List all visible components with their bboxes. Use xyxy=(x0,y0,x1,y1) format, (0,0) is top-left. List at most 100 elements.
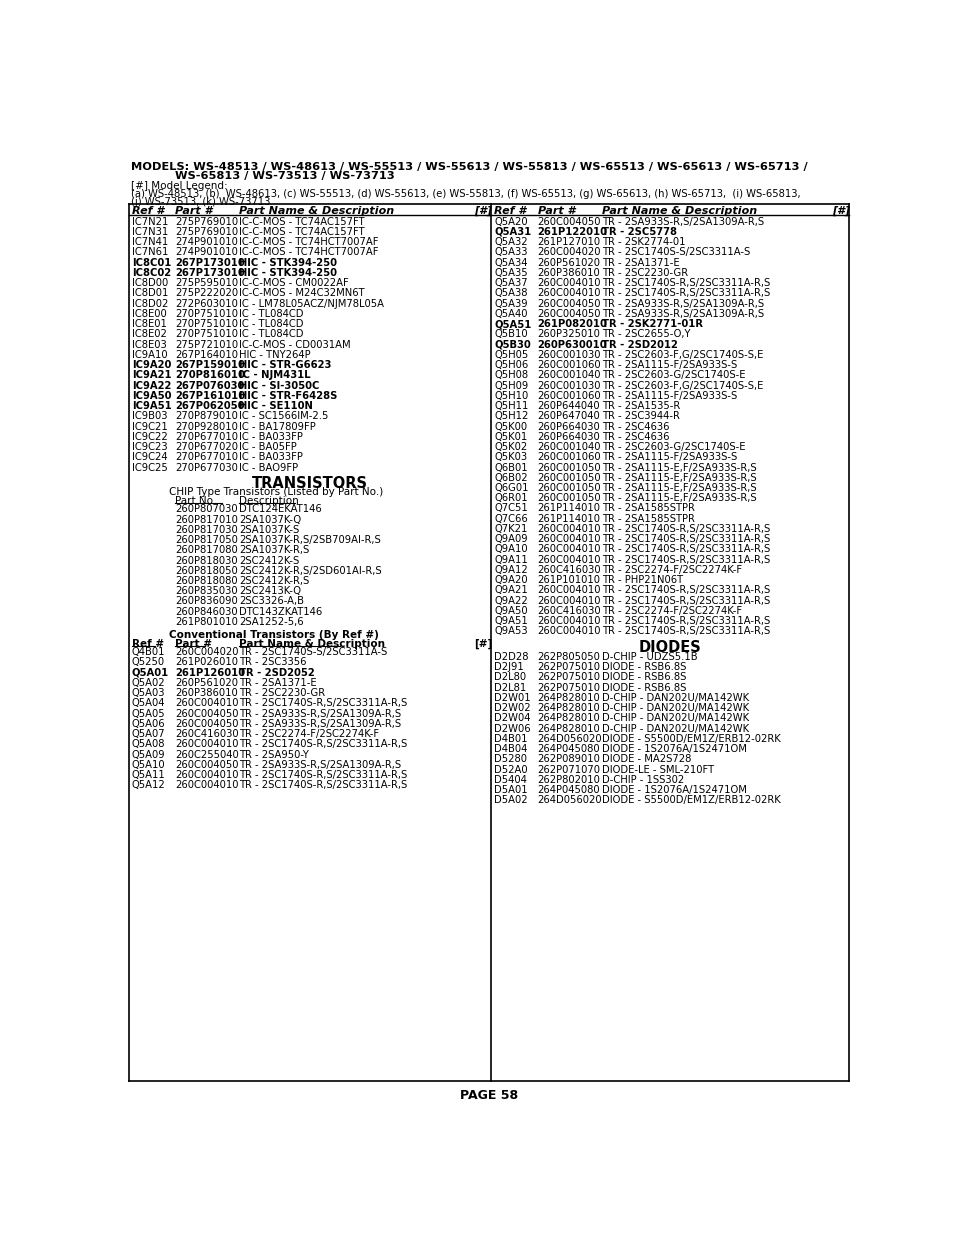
Text: Q5A37: Q5A37 xyxy=(494,278,527,288)
Text: 272P603010: 272P603010 xyxy=(174,299,237,309)
Text: 260C004020: 260C004020 xyxy=(537,247,600,257)
Text: [#]: [#] xyxy=(831,206,849,216)
Text: IC8D02: IC8D02 xyxy=(132,299,168,309)
Text: 261P101010: 261P101010 xyxy=(537,576,600,585)
Text: IC9A10: IC9A10 xyxy=(132,350,167,359)
Text: Q5A09: Q5A09 xyxy=(132,750,165,760)
Text: CHIP Type Transistors (Listed by Part No.): CHIP Type Transistors (Listed by Part No… xyxy=(169,488,383,498)
Text: 267P159010: 267P159010 xyxy=(174,361,245,370)
Text: TR - 2SC1740S-R,S/2SC3311A-R,S: TR - 2SC1740S-R,S/2SC3311A-R,S xyxy=(601,289,769,299)
Text: Ref #: Ref # xyxy=(494,206,526,216)
Text: Q5A07: Q5A07 xyxy=(132,729,165,740)
Text: D5A02: D5A02 xyxy=(494,795,527,805)
Text: 270P751010: 270P751010 xyxy=(174,319,238,330)
Text: Q4B01: Q4B01 xyxy=(132,647,165,657)
Text: Part No.: Part No. xyxy=(174,496,216,506)
Text: D2J91: D2J91 xyxy=(494,662,523,672)
Text: Part #: Part # xyxy=(174,638,212,648)
Text: Part #: Part # xyxy=(537,206,575,216)
Text: TR - 2SC2603-G/2SC1740S-E: TR - 2SC2603-G/2SC1740S-E xyxy=(601,442,745,452)
Text: 270P928010: 270P928010 xyxy=(174,421,237,431)
Text: DIODE - S5500D/EM1Z/ERB12-02RK: DIODE - S5500D/EM1Z/ERB12-02RK xyxy=(601,734,780,743)
Text: 260C004010: 260C004010 xyxy=(537,278,600,288)
Text: Q9A11: Q9A11 xyxy=(494,555,528,564)
Text: TR - 2SC1740S-R,S/2SC3311A-R,S: TR - 2SC1740S-R,S/2SC3311A-R,S xyxy=(239,771,407,781)
Text: D-CHIP - DAN202U/MA142WK: D-CHIP - DAN202U/MA142WK xyxy=(601,724,748,734)
Text: 264D056020: 264D056020 xyxy=(537,734,601,743)
Text: 2SC2413K-Q: 2SC2413K-Q xyxy=(239,587,301,597)
Text: 270P751010: 270P751010 xyxy=(174,309,238,319)
Text: 260C004010: 260C004010 xyxy=(537,616,600,626)
Text: 262P071070: 262P071070 xyxy=(537,764,600,774)
Text: 260C004010: 260C004010 xyxy=(174,771,238,781)
Text: 260C416030: 260C416030 xyxy=(537,564,600,576)
Text: 261P127010: 261P127010 xyxy=(537,237,600,247)
Text: D5404: D5404 xyxy=(494,774,527,785)
Text: 260C004010: 260C004010 xyxy=(537,626,600,636)
Text: TR - PHP21N06T: TR - PHP21N06T xyxy=(601,576,682,585)
Text: 260C004050: 260C004050 xyxy=(537,299,600,309)
Text: TR - 2SA933S-R,S/2SA1309A-R,S: TR - 2SA933S-R,S/2SA1309A-R,S xyxy=(601,216,763,227)
Text: Q5K02: Q5K02 xyxy=(494,442,527,452)
Text: 260C004050: 260C004050 xyxy=(174,719,238,729)
Text: TR - 2SA1115-F/2SA933S-S: TR - 2SA1115-F/2SA933S-S xyxy=(601,390,737,401)
Text: TR - 2SD2012: TR - 2SD2012 xyxy=(601,340,678,350)
Text: 270P677010: 270P677010 xyxy=(174,452,238,462)
Text: D-CHIP - 1SS302: D-CHIP - 1SS302 xyxy=(601,774,683,785)
Text: 260P386010: 260P386010 xyxy=(537,268,599,278)
Text: IC7N31: IC7N31 xyxy=(132,227,168,237)
Text: Q9A10: Q9A10 xyxy=(494,545,527,555)
Text: 260C004050: 260C004050 xyxy=(174,760,238,769)
Text: Q5K03: Q5K03 xyxy=(494,452,527,462)
Text: DIODE - MA2S728: DIODE - MA2S728 xyxy=(601,755,691,764)
Text: TR - 2SD2052: TR - 2SD2052 xyxy=(239,668,314,678)
Text: (a) WS-48513, (b)  WS-48613, (c) WS-55513, (d) WS-55613, (e) WS-55813, (f) WS-65: (a) WS-48513, (b) WS-48613, (c) WS-55513… xyxy=(131,189,800,199)
Text: Q5A20: Q5A20 xyxy=(494,216,527,227)
Text: Ref #: Ref # xyxy=(132,206,164,216)
Text: 270P879010: 270P879010 xyxy=(174,411,237,421)
Text: TR - 2SC1740S-R,S/2SC3311A-R,S: TR - 2SC1740S-R,S/2SC3311A-R,S xyxy=(239,740,407,750)
Text: IC - BA05FP: IC - BA05FP xyxy=(239,442,296,452)
Text: IC7N61: IC7N61 xyxy=(132,247,168,257)
Text: IC7N21: IC7N21 xyxy=(132,216,168,227)
Text: TR - 2SC1740S-R,S/2SC3311A-R,S: TR - 2SC1740S-R,S/2SC3311A-R,S xyxy=(601,626,769,636)
Text: HIC - STR-G6623: HIC - STR-G6623 xyxy=(239,361,332,370)
Text: Part Name & Description: Part Name & Description xyxy=(239,638,385,648)
Text: HIC - STK394-250: HIC - STK394-250 xyxy=(239,268,337,278)
Text: IC-C-MOS - M24C32MN6T: IC-C-MOS - M24C32MN6T xyxy=(239,289,365,299)
Text: TR - 2SC1740S-R,S/2SC3311A-R,S: TR - 2SC1740S-R,S/2SC3311A-R,S xyxy=(601,585,769,595)
Text: 260P818030: 260P818030 xyxy=(174,556,237,566)
Text: IC9C22: IC9C22 xyxy=(132,432,167,442)
Text: IC9C24: IC9C24 xyxy=(132,452,167,462)
Text: WS-65813 / WS-73513 / WS-73713: WS-65813 / WS-73513 / WS-73713 xyxy=(131,170,395,180)
Text: 262P089010: 262P089010 xyxy=(537,755,600,764)
Text: D52A0: D52A0 xyxy=(494,764,527,774)
Text: HIC - STK394-250: HIC - STK394-250 xyxy=(239,258,337,268)
Text: D2D28: D2D28 xyxy=(494,652,528,662)
Text: 267P161010: 267P161010 xyxy=(174,390,245,401)
Text: Q5A01: Q5A01 xyxy=(132,668,169,678)
Text: Q5A10: Q5A10 xyxy=(132,760,165,769)
Text: HIC - STR-F6428S: HIC - STR-F6428S xyxy=(239,390,337,401)
Text: 264P828010: 264P828010 xyxy=(537,703,599,714)
Text: IC - BAO9FP: IC - BAO9FP xyxy=(239,463,298,473)
Text: TR - 2SC5778: TR - 2SC5778 xyxy=(601,227,677,237)
Text: 260C004010: 260C004010 xyxy=(174,781,238,790)
Text: 260C004010: 260C004010 xyxy=(537,289,600,299)
Text: Q5H08: Q5H08 xyxy=(494,370,528,380)
Text: D5280: D5280 xyxy=(494,755,527,764)
Text: TR - 2SC2274-F/2SC2274K-F: TR - 2SC2274-F/2SC2274K-F xyxy=(239,729,379,740)
Text: TR - 2SC2655-O,Y: TR - 2SC2655-O,Y xyxy=(601,330,690,340)
Text: TR - 2SA1115-E,F/2SA933S-R,S: TR - 2SA1115-E,F/2SA933S-R,S xyxy=(601,483,756,493)
Text: IC8E02: IC8E02 xyxy=(132,330,167,340)
Text: D2L80: D2L80 xyxy=(494,673,526,683)
Text: TR - 2SA933S-R,S/2SA1309A-R,S: TR - 2SA933S-R,S/2SA1309A-R,S xyxy=(239,719,401,729)
Text: 260P664030: 260P664030 xyxy=(537,421,599,431)
Text: Q5A35: Q5A35 xyxy=(494,268,527,278)
Text: 260C004010: 260C004010 xyxy=(537,555,600,564)
Text: TRANSISTORS: TRANSISTORS xyxy=(252,475,368,490)
Text: 260C255040: 260C255040 xyxy=(174,750,238,760)
Text: IC7N41: IC7N41 xyxy=(132,237,168,247)
Text: 262P075010: 262P075010 xyxy=(537,662,600,672)
Text: TR - 2SA1115-F/2SA933S-S: TR - 2SA1115-F/2SA933S-S xyxy=(601,452,737,462)
